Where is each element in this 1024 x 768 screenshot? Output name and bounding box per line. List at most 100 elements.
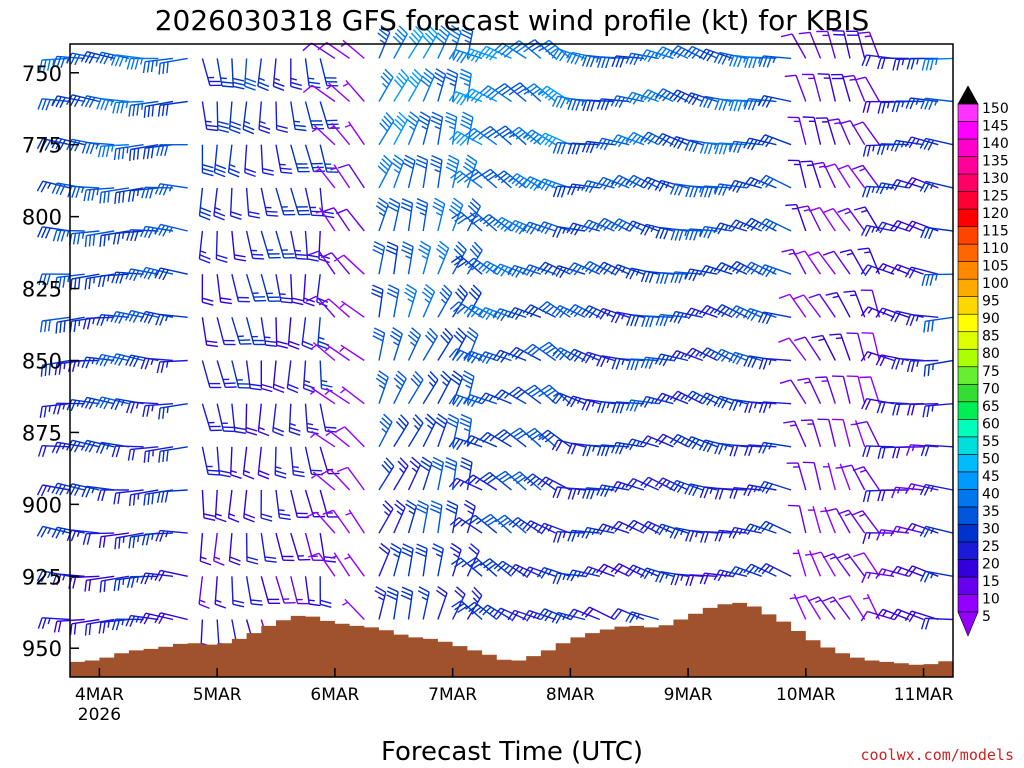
wind-barb (463, 499, 476, 534)
wind-barb (551, 265, 586, 279)
wind-barb (319, 187, 335, 219)
wind-barb (198, 576, 210, 610)
wind-barb (890, 219, 924, 232)
wind-barb (465, 514, 498, 534)
wind-barb (66, 529, 100, 542)
colorbar-label: 110 (982, 241, 1009, 257)
wind-barb (385, 241, 399, 275)
wind-barb (201, 101, 219, 132)
wind-barb (377, 24, 391, 59)
colorbar-label: 30 (982, 521, 1000, 537)
wind-barb (479, 471, 512, 491)
wind-barb (465, 168, 498, 189)
wind-barb (213, 187, 226, 221)
wind-barb (522, 304, 557, 318)
wind-barb (758, 357, 792, 370)
wind-barb (478, 307, 512, 321)
wind-barb (493, 216, 527, 232)
wind-barb (801, 73, 822, 102)
wind-barb (68, 575, 100, 589)
wind-barb (493, 42, 527, 59)
wind-barb (890, 178, 924, 191)
wind-barb (245, 230, 265, 260)
wind-barb (815, 376, 836, 404)
colorbar-label: 65 (982, 399, 1000, 415)
wind-barb (460, 456, 473, 491)
wind-barb (743, 484, 777, 497)
wind-barb (156, 359, 188, 374)
wind-barb (216, 360, 237, 388)
wind-barb (245, 533, 259, 565)
wind-barb (860, 289, 881, 318)
wind-barb (640, 356, 674, 370)
wind-barb (451, 327, 467, 361)
wind-barb (245, 403, 258, 436)
wind-barb (322, 207, 351, 232)
wind-barb (858, 31, 881, 59)
wind-barb (552, 226, 586, 238)
colorbar-swatch (957, 436, 979, 455)
wind-barb (860, 610, 895, 622)
wind-barb (430, 111, 444, 145)
wind-barb (275, 101, 288, 133)
wind-barb (400, 198, 414, 232)
wind-barb (81, 485, 115, 498)
wind-barb (432, 197, 446, 232)
wind-barb (231, 317, 252, 345)
wind-barb (229, 187, 242, 220)
wind-barb (699, 572, 733, 585)
wind-barb (807, 506, 822, 534)
y-axis: 750 775 800 825 850 875 900 925 950 (22, 62, 79, 661)
wind-barb (449, 517, 483, 534)
colorbar-swatch (957, 348, 979, 368)
y-tick-label: 750 (22, 62, 62, 86)
y-tick-label: 775 (22, 134, 62, 158)
wind-barb (51, 95, 85, 109)
wind-barb (407, 68, 423, 102)
wind-barb (201, 360, 222, 389)
wind-barb (201, 489, 216, 521)
colorbar-swatch (957, 401, 979, 420)
wind-barb (260, 187, 279, 217)
wind-barb (610, 174, 645, 189)
wind-barb (260, 230, 281, 259)
colorbar-swatch (957, 191, 979, 210)
wind-barb (417, 586, 430, 620)
wind-barb (838, 595, 866, 620)
wind-barb (625, 611, 659, 624)
wind-barb (407, 456, 422, 491)
wind-barb (260, 360, 273, 393)
wind-barb (111, 271, 144, 284)
wind-barb (463, 434, 498, 448)
wind-barb (113, 489, 144, 505)
wind-barb (537, 261, 571, 275)
wind-barb (877, 57, 909, 70)
wind-barb (552, 185, 586, 198)
wind-barb (216, 101, 229, 133)
wind-barb (787, 159, 807, 189)
wind-barb (243, 489, 256, 523)
wind-barb (610, 134, 645, 148)
wind-barb (595, 563, 630, 577)
wind-barb (495, 83, 527, 103)
wind-barb (231, 274, 250, 303)
wind-barb (684, 390, 718, 405)
wind-barb (275, 274, 293, 304)
colorbar-label: 95 (982, 294, 1000, 310)
wind-barb (450, 370, 464, 404)
wind-barb (110, 398, 144, 411)
wind-barb (507, 609, 542, 622)
wind-barb (290, 489, 309, 519)
wind-barb (319, 58, 339, 87)
wind-barb (419, 456, 433, 491)
wind-barb (861, 185, 895, 198)
wind-barb (37, 617, 71, 630)
wind-barb (815, 117, 836, 145)
wind-barb (287, 317, 300, 350)
wind-barb (154, 183, 188, 196)
wind-barb (339, 300, 365, 318)
wind-barb (378, 68, 394, 102)
colorbar-label: 145 (982, 119, 1009, 135)
wind-barb (802, 461, 822, 491)
wind-barb (275, 317, 288, 349)
